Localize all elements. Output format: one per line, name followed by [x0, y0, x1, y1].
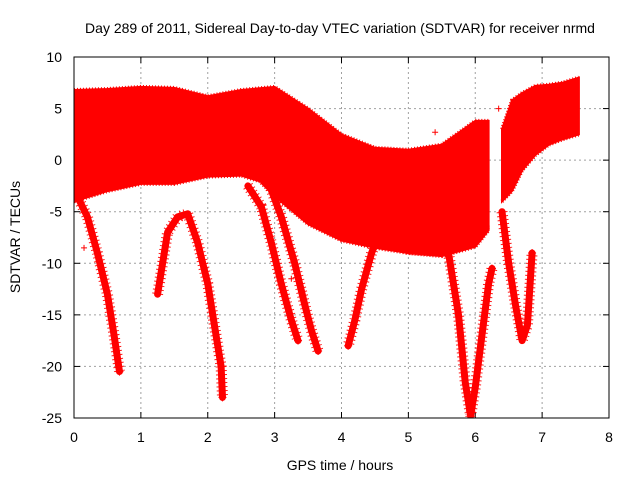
- strand-end-marker: [314, 346, 323, 355]
- chart-title: Day 289 of 2011, Sidereal Day-to-day VTE…: [85, 20, 595, 36]
- x-tick-label: 2: [204, 429, 212, 445]
- x-tick-label: 1: [137, 429, 145, 445]
- band-upper-edge: [74, 84, 489, 152]
- x-tick-label: 6: [471, 429, 479, 445]
- strand-edge: [152, 206, 228, 398]
- plot-frame: [73, 56, 610, 419]
- outlier-point: [495, 105, 502, 112]
- outlier-point: [81, 244, 88, 251]
- x-tick-label: 0: [70, 429, 78, 445]
- y-axis-ticks: 10 5 0 -5 -10 -15 -20 -25: [42, 49, 609, 426]
- band-lower-edge: [259, 181, 491, 259]
- strand-line: [154, 210, 226, 401]
- x-axis-ticks: 0 1 2 3 4 5 6 7 8: [70, 57, 613, 445]
- strand-edge: [243, 182, 304, 343]
- x-tick-label: 3: [271, 429, 279, 445]
- series-8: [443, 249, 498, 418]
- band-upper-edge: [500, 75, 580, 130]
- band-area: [74, 85, 490, 257]
- series-0: [74, 84, 491, 258]
- outlier-point: [288, 275, 295, 282]
- band-lower-edge: [500, 132, 580, 203]
- series-3: [74, 192, 125, 376]
- y-tick-label: 5: [54, 101, 62, 117]
- strand-end-marker: [528, 248, 537, 257]
- strand-end-marker: [344, 341, 353, 350]
- y-tick-label: -10: [42, 255, 62, 271]
- strand-edge: [496, 210, 538, 363]
- y-tick-label: 10: [46, 49, 62, 65]
- y-axis-label: SDTVAR / TECUs: [7, 181, 23, 293]
- strand-end-marker: [487, 264, 496, 273]
- y-tick-label: -5: [50, 204, 63, 220]
- y-tick-label: -20: [42, 358, 62, 374]
- outlier-point: [432, 129, 439, 136]
- data-series: [74, 75, 580, 418]
- x-tick-label: 5: [404, 429, 412, 445]
- series-7: [342, 223, 387, 350]
- y-tick-label: -25: [42, 410, 62, 426]
- strand-end-marker: [115, 367, 124, 376]
- series-5: [243, 182, 304, 345]
- x-tick-label: 7: [538, 429, 546, 445]
- y-tick-label: 0: [54, 152, 62, 168]
- series-9: [496, 208, 538, 363]
- outlier-points: [81, 105, 502, 282]
- strand-line: [344, 223, 386, 350]
- strand-line: [74, 192, 123, 376]
- strand-end-marker: [294, 336, 303, 345]
- strand-edge: [262, 178, 324, 353]
- series-2: [500, 75, 580, 204]
- series-6: [262, 177, 324, 355]
- x-axis-label: GPS time / hours: [287, 457, 394, 473]
- x-tick-label: 4: [338, 429, 346, 445]
- series-4: [152, 206, 228, 402]
- x-tick-label: 8: [605, 429, 613, 445]
- y-tick-label: -15: [42, 307, 62, 323]
- strand-line: [445, 249, 496, 418]
- strand-end-marker: [218, 393, 227, 402]
